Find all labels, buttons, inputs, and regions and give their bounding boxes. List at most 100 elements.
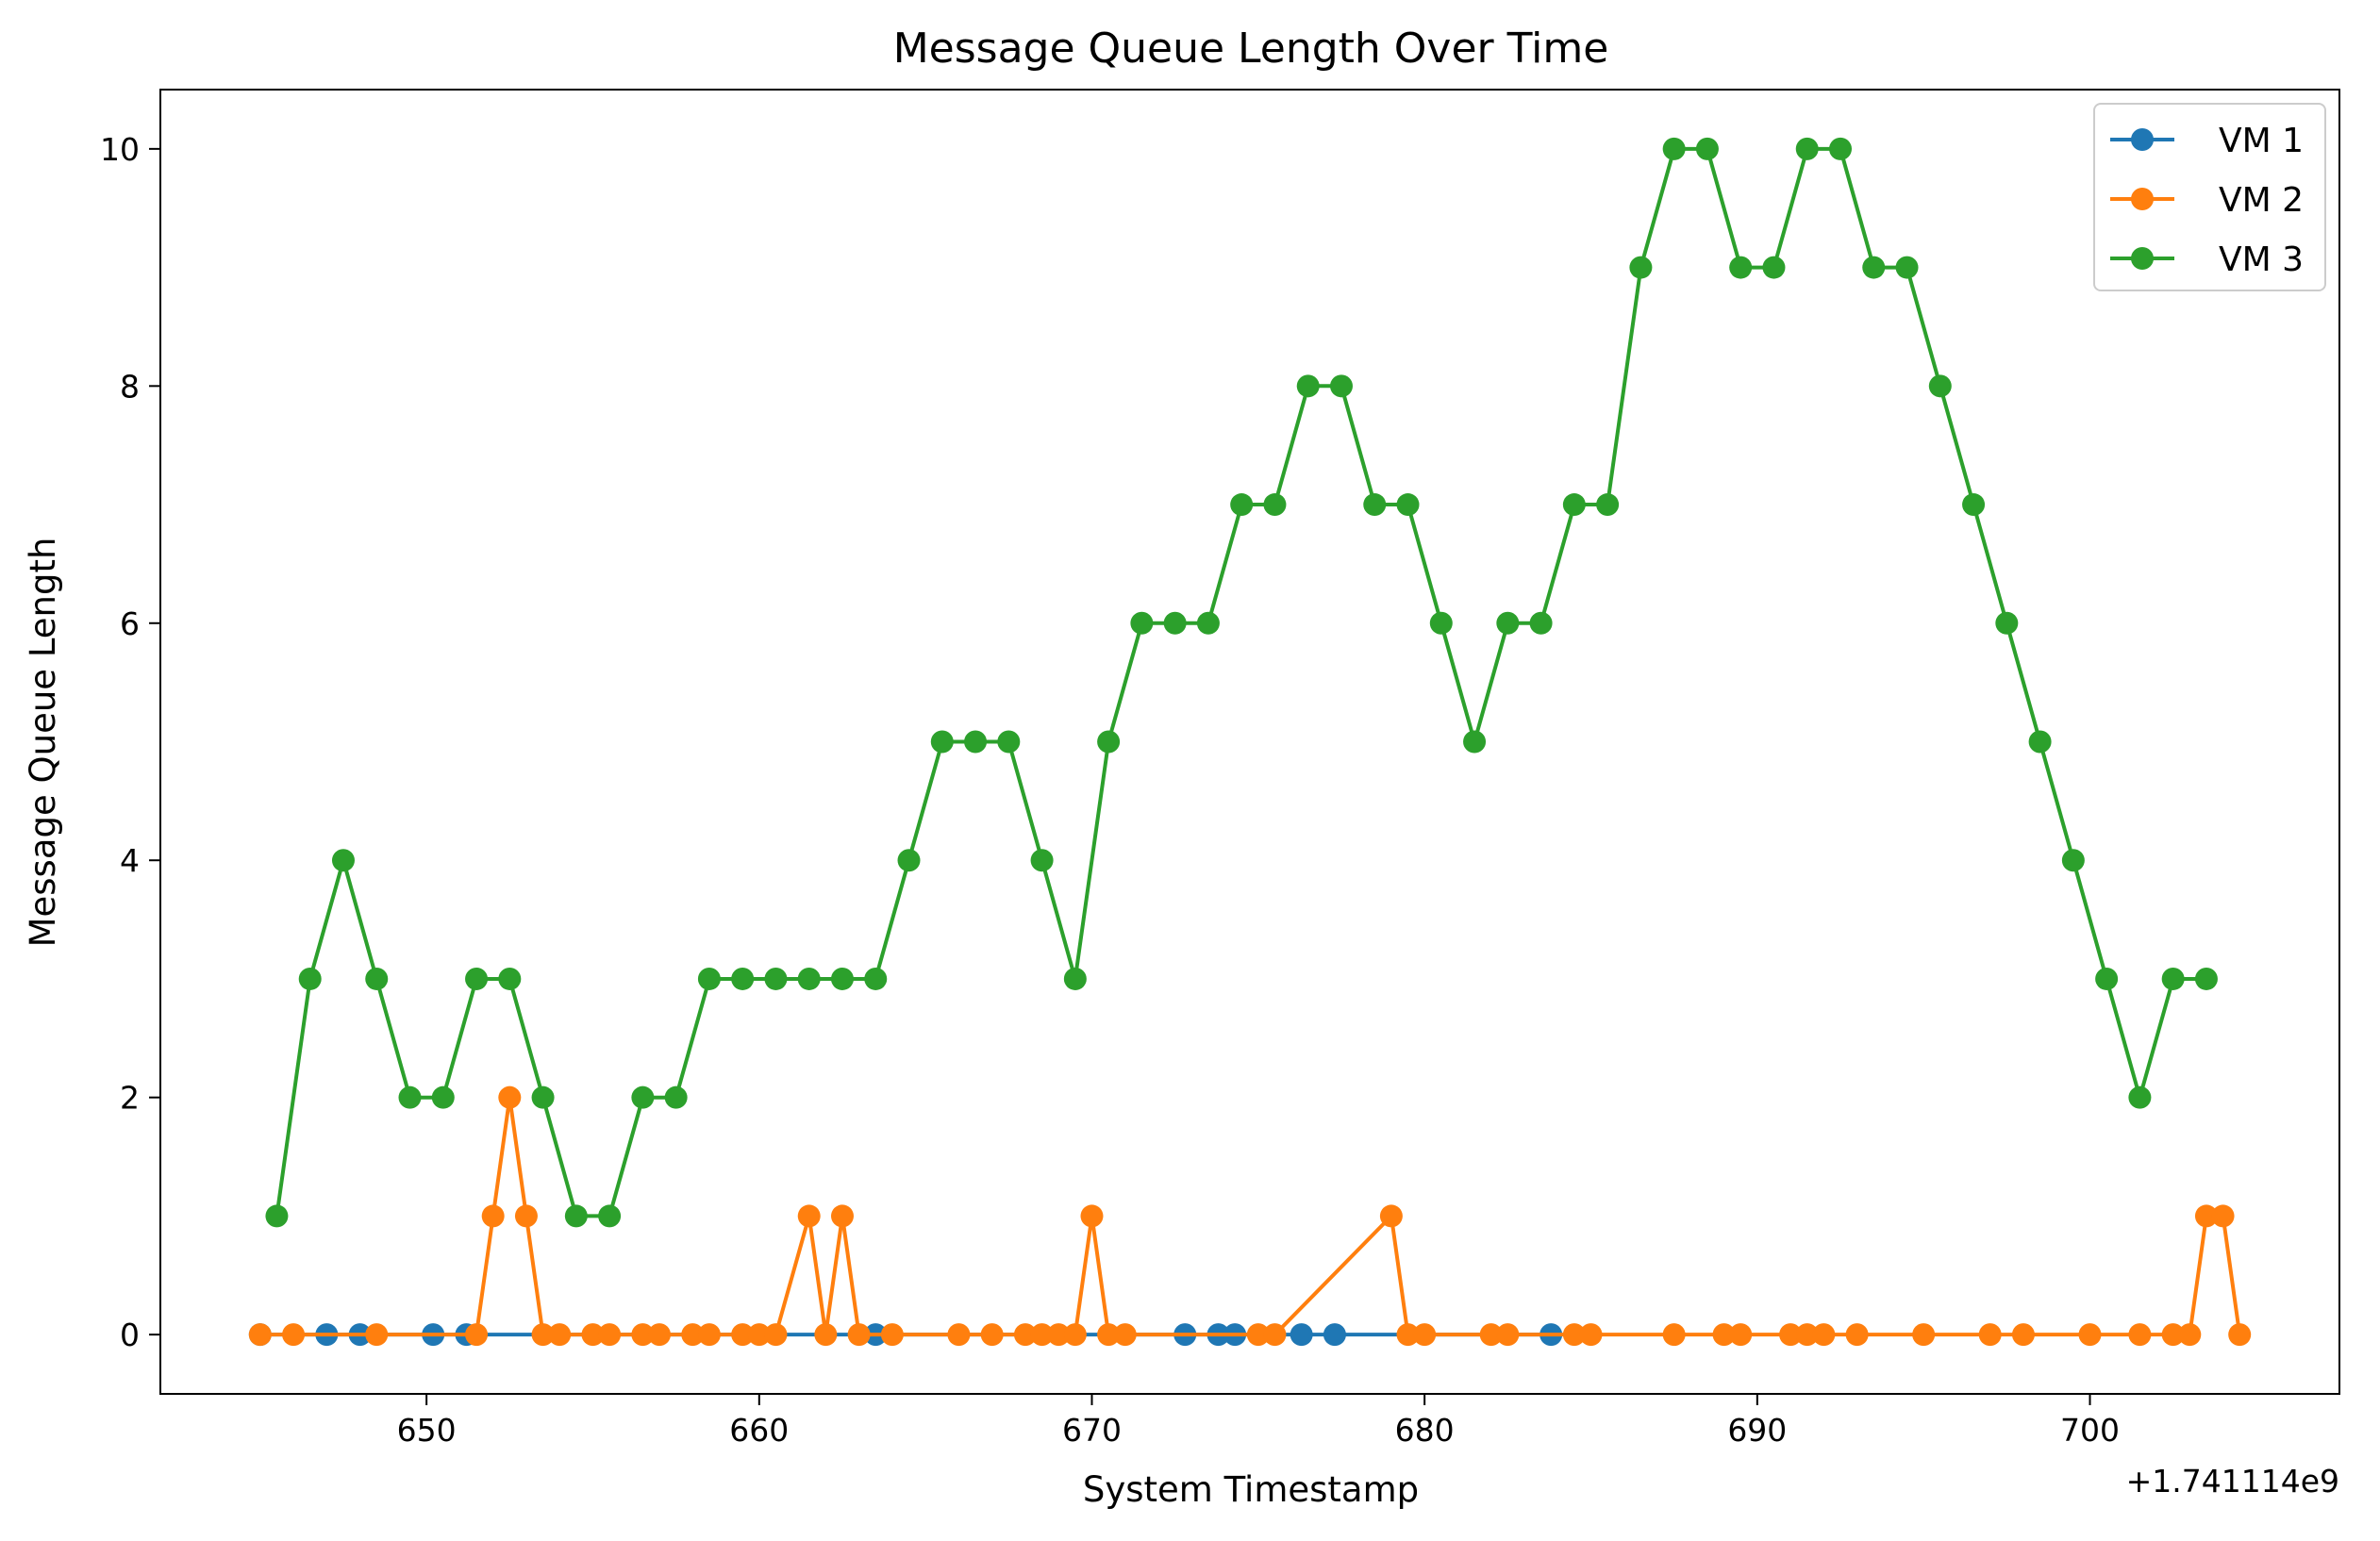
data-point (764, 1323, 788, 1347)
data-point (1047, 1323, 1071, 1347)
data-point (1230, 493, 1254, 517)
legend-swatch-marker (2131, 188, 2154, 210)
data-point (1163, 611, 1187, 635)
data-point (1978, 1323, 2002, 1347)
data-point (2095, 967, 2119, 990)
data-point (1562, 1323, 1586, 1347)
data-point (980, 1323, 1004, 1347)
x-axis-offset-label: +1.741114e9 (2126, 1463, 2339, 1500)
data-point (431, 1085, 455, 1109)
data-point (1596, 493, 1620, 517)
data-point (1962, 493, 1986, 517)
data-point (1779, 1323, 1803, 1347)
data-point (1795, 137, 1819, 160)
data-point (1662, 1323, 1686, 1347)
data-point (2161, 1323, 2185, 1347)
data-point (814, 1323, 838, 1347)
legend-entries: VM 1 VM 2 VM 3 (2110, 122, 2304, 279)
y-tick-label: 2 (120, 1080, 140, 1117)
x-tick-label: 680 (1395, 1412, 1455, 1449)
data-point (481, 1204, 505, 1228)
data-point (880, 1323, 904, 1347)
data-point (365, 967, 389, 990)
data-point (1063, 967, 1087, 990)
data-point (1030, 1323, 1054, 1347)
data-point (498, 967, 522, 990)
data-point (265, 1204, 289, 1228)
data-point (282, 1323, 306, 1347)
data-point (731, 967, 755, 990)
data-point (1629, 256, 1653, 279)
legend-box (2093, 103, 2326, 291)
data-point (531, 1323, 555, 1347)
data-point (598, 1204, 622, 1228)
series-vm-3 (265, 137, 2218, 1228)
y-tick-label: 6 (120, 605, 140, 642)
data-point (1795, 1323, 1819, 1347)
data-point (997, 730, 1021, 754)
data-point (847, 1323, 871, 1347)
data-point (2128, 1323, 2152, 1347)
x-axis-label: System Timestamp (1083, 1469, 1419, 1510)
data-point (331, 849, 355, 872)
legend-entry: VM 1 (2110, 122, 2304, 160)
data-point (1463, 730, 1487, 754)
data-point (1562, 493, 1586, 517)
series-line (259, 1095, 2242, 1337)
data-point (498, 1085, 522, 1109)
data-point (631, 1323, 655, 1347)
data-point (1496, 611, 1520, 635)
data-point (2128, 1085, 2152, 1109)
data-point (697, 1323, 721, 1347)
data-point (1030, 849, 1054, 872)
data-point (2228, 1323, 2252, 1347)
data-point (365, 1323, 389, 1347)
x-tick-label: 690 (1727, 1412, 1787, 1449)
y-tick-label: 4 (120, 842, 140, 879)
legend-swatch-marker (2131, 247, 2154, 270)
y-tick-label: 0 (120, 1317, 140, 1353)
data-point (548, 1323, 572, 1347)
data-point (531, 1085, 555, 1109)
data-point (747, 1323, 771, 1347)
data-point (1396, 1323, 1420, 1347)
legend: VM 1 VM 2 VM 3 (2093, 103, 2326, 291)
data-point (1662, 137, 1686, 160)
legend-label: VM 1 (2219, 122, 2304, 160)
chart-title: Message Queue Length Over Time (893, 25, 1609, 73)
y-tick-label: 8 (120, 368, 140, 405)
data-point (1396, 493, 1420, 517)
data-point (1928, 374, 1952, 398)
data-point (1063, 1323, 1087, 1347)
data-point (1912, 1323, 1936, 1347)
y-axis-label: Message Queue Length (23, 538, 63, 948)
data-point (1845, 1323, 1869, 1347)
y-tick-label: 10 (100, 131, 140, 168)
data-point (514, 1204, 538, 1228)
data-point (1429, 611, 1453, 635)
data-point (1579, 1323, 1603, 1347)
data-point (731, 1323, 755, 1347)
data-point (2178, 1323, 2202, 1347)
data-point (697, 967, 721, 990)
data-point (598, 1323, 622, 1347)
data-point (1712, 1323, 1736, 1347)
data-point (2161, 967, 2185, 990)
data-point (1729, 256, 1753, 279)
data-point (564, 1204, 588, 1228)
data-point (1097, 1323, 1121, 1347)
data-point (681, 1323, 705, 1347)
data-point (248, 1323, 272, 1347)
data-point (1762, 256, 1786, 279)
plot-series-layer (248, 137, 2252, 1347)
data-point (398, 1085, 422, 1109)
data-point (830, 967, 854, 990)
data-point (864, 967, 888, 990)
data-point (1695, 137, 1719, 160)
data-point (1379, 1204, 1403, 1228)
data-point (2028, 730, 2052, 754)
x-tick-label: 700 (2060, 1412, 2120, 1449)
x-tick-label: 650 (397, 1412, 457, 1449)
data-point (1263, 1323, 1287, 1347)
data-point (1013, 1323, 1037, 1347)
